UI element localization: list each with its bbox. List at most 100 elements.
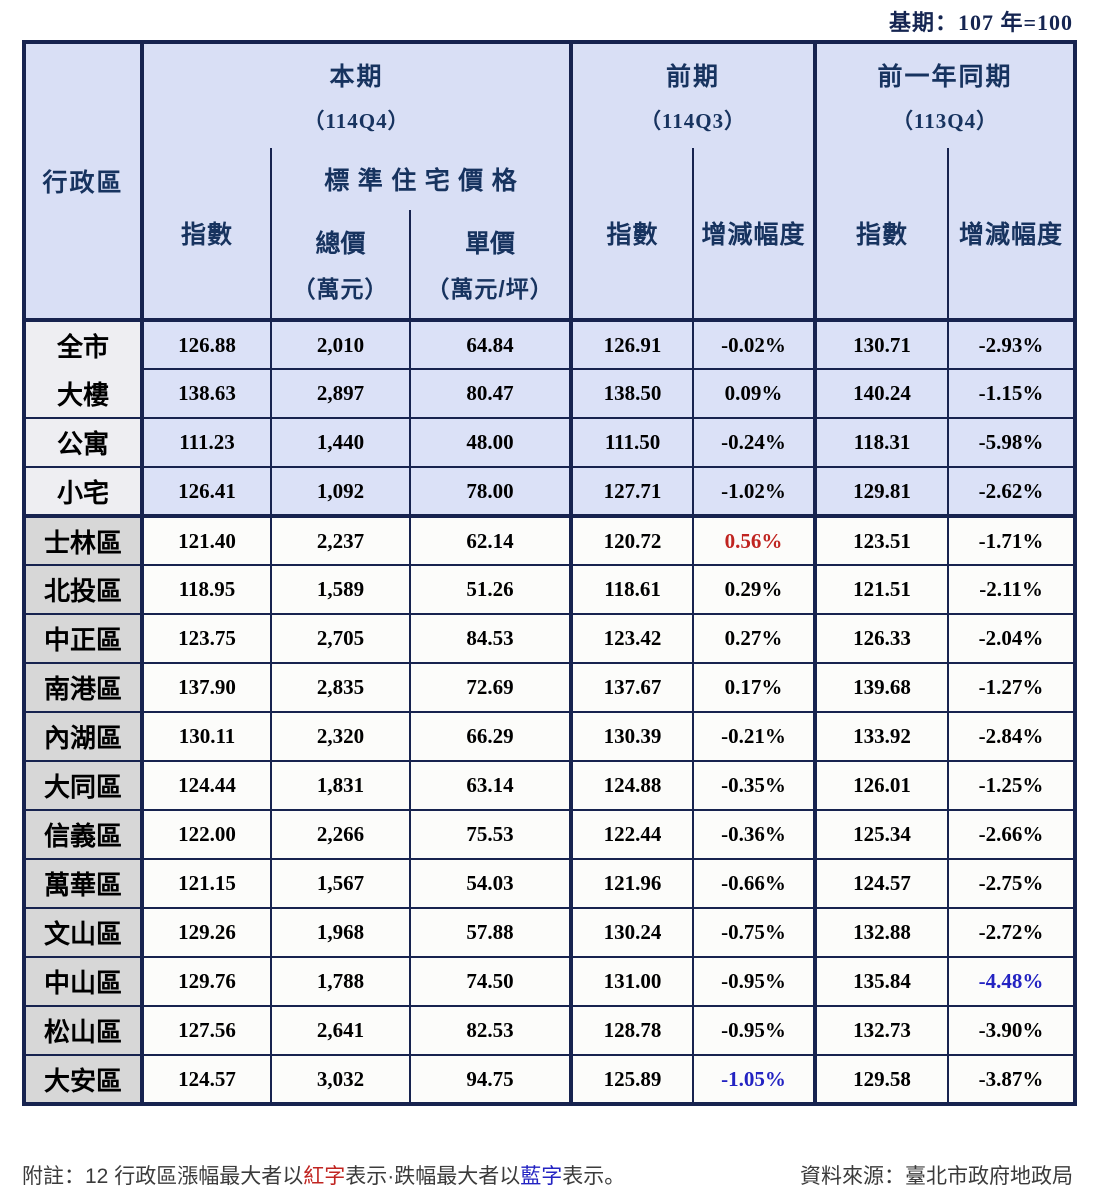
data-cell: 2,641 [270, 1005, 411, 1056]
data-cell: 132.73 [814, 1005, 950, 1056]
data-cell: 122.44 [570, 809, 695, 860]
table-header: 行政區 本期 （114Q4） 前期 （114Q3） 前一年同期 （113Q4） … [23, 41, 1077, 322]
footnote-suffix: 表示。 [562, 1165, 626, 1188]
data-cell: -1.71% [947, 515, 1077, 566]
data-cell: -3.90% [947, 1005, 1077, 1056]
header-region: 行政區 [23, 41, 144, 322]
data-cell: 2,835 [270, 662, 411, 713]
data-cell: 131.00 [570, 956, 695, 1007]
data-cell: 94.75 [408, 1054, 574, 1105]
data-cell: 48.00 [408, 417, 574, 468]
base-period-note: 基期：107 年=100 [888, 10, 1073, 35]
table-row: 全市 126.88 2,010 64.84 126.91 -0.02% 130.71 -2.9… [23, 318, 1077, 370]
data-cell: 137.67 [570, 662, 695, 713]
data-cell: 0.56% [692, 515, 818, 566]
data-cell: 1,567 [270, 858, 411, 909]
table-body: 全市 126.88 2,010 64.84 126.91 -0.02% 130.71 -2.9… [23, 318, 1077, 1105]
data-cell: -2.93% [947, 318, 1077, 370]
data-cell: 1,968 [270, 907, 411, 958]
data-cell: 54.03 [408, 858, 574, 909]
data-cell: -0.21% [692, 711, 818, 762]
data-cell: 138.50 [570, 368, 695, 419]
table-row: 大同區 124.44 1,831 63.14 124.88 -0.35% 126.01 -1.… [23, 760, 1077, 811]
data-cell: 0.29% [692, 564, 818, 615]
table-row: 信義區 122.00 2,266 75.53 122.44 -0.36% 125.34 -2.… [23, 809, 1077, 860]
data-cell: 1,589 [270, 564, 411, 615]
data-cell: 138.63 [141, 368, 272, 419]
data-cell: -0.24% [692, 417, 818, 468]
data-cell: 135.84 [814, 956, 950, 1007]
row-label: 信義區 [23, 809, 144, 860]
unit-price-label: 單價 [465, 230, 516, 258]
header-current-index: 指數 [141, 147, 272, 322]
unit-price-unit: （萬元/坪） [426, 276, 554, 302]
table-row: 松山區 127.56 2,641 82.53 128.78 -0.95% 132.73 -3.… [23, 1005, 1077, 1056]
group-period-previous: （114Q3） [639, 109, 747, 133]
data-cell: 1,092 [270, 466, 411, 518]
data-cell: 0.17% [692, 662, 818, 713]
data-cell: 121.40 [141, 515, 272, 566]
row-label: 大安區 [23, 1054, 144, 1105]
row-label: 萬華區 [23, 858, 144, 909]
data-cell: 51.26 [408, 564, 574, 615]
data-cell: -1.02% [692, 466, 818, 518]
data-cell: 57.88 [408, 907, 574, 958]
data-cell: -0.36% [692, 809, 818, 860]
data-cell: 120.72 [570, 515, 695, 566]
footnote-red-word: 紅字 [303, 1165, 346, 1188]
data-cell: 130.71 [814, 318, 950, 370]
data-cell: -2.66% [947, 809, 1077, 860]
data-cell: 66.29 [408, 711, 574, 762]
data-cell: 126.91 [570, 318, 695, 370]
data-cell: 129.76 [141, 956, 272, 1007]
data-cell: 123.42 [570, 613, 695, 664]
data-cell: 1,831 [270, 760, 411, 811]
data-cell: 129.26 [141, 907, 272, 958]
data-cell: -2.72% [947, 907, 1077, 958]
data-cell: 124.57 [814, 858, 950, 909]
data-cell: 130.39 [570, 711, 695, 762]
table-row: 中山區 129.76 1,788 74.50 131.00 -0.95% 135.84 -4.… [23, 956, 1077, 1007]
data-cell: 122.00 [141, 809, 272, 860]
data-cell: 123.51 [814, 515, 950, 566]
header-group-current: 本期 （114Q4） [140, 41, 574, 148]
data-cell: 125.89 [570, 1054, 695, 1105]
row-label: 北投區 [23, 564, 144, 615]
data-cell: 118.61 [570, 564, 695, 615]
data-cell: 80.47 [408, 368, 574, 419]
data-cell: 121.96 [570, 858, 695, 909]
row-label: 士林區 [23, 515, 144, 566]
group-period-yoy: （113Q4） [891, 109, 999, 133]
table-row: 文山區 129.26 1,968 57.88 130.24 -0.75% 132.88 -2.… [23, 907, 1077, 958]
data-cell: 126.88 [141, 318, 272, 370]
data-cell: 84.53 [408, 613, 574, 664]
row-label: 大樓 [23, 368, 144, 419]
data-cell: -2.11% [947, 564, 1077, 615]
housing-price-table-wrap: 行政區 本期 （114Q4） 前期 （114Q3） 前一年同期 （113Q4） … [22, 40, 1078, 1106]
data-cell: 2,237 [270, 515, 411, 566]
header-total-price: 總價 （萬元） [270, 209, 411, 322]
row-label: 松山區 [23, 1005, 144, 1056]
data-cell: 118.95 [141, 564, 272, 615]
row-label: 大同區 [23, 760, 144, 811]
data-cell: -3.87% [947, 1054, 1077, 1105]
data-cell: 63.14 [408, 760, 574, 811]
data-cell: 128.78 [570, 1005, 695, 1056]
table-row: 中正區 123.75 2,705 84.53 123.42 0.27% 126.33 -2.0… [23, 613, 1077, 664]
row-label: 南港區 [23, 662, 144, 713]
data-cell: -0.02% [692, 318, 818, 370]
table-row: 小宅 126.41 1,092 78.00 127.71 -1.02% 129.81 -2.6… [23, 466, 1077, 518]
row-label: 中正區 [23, 613, 144, 664]
data-cell: 129.81 [814, 466, 950, 518]
data-cell: 140.24 [814, 368, 950, 419]
data-cell: 1,440 [270, 417, 411, 468]
data-cell: -4.48% [947, 956, 1077, 1007]
table-row: 北投區 118.95 1,589 51.26 118.61 0.29% 121.51 -2.1… [23, 564, 1077, 615]
data-cell: -2.75% [947, 858, 1077, 909]
data-cell: 130.24 [570, 907, 695, 958]
data-cell: 2,320 [270, 711, 411, 762]
data-cell: 62.14 [408, 515, 574, 566]
row-label: 全市 [23, 318, 144, 369]
data-cell: 123.75 [141, 613, 272, 664]
header-yoy-change: 增減幅度 [947, 147, 1077, 322]
